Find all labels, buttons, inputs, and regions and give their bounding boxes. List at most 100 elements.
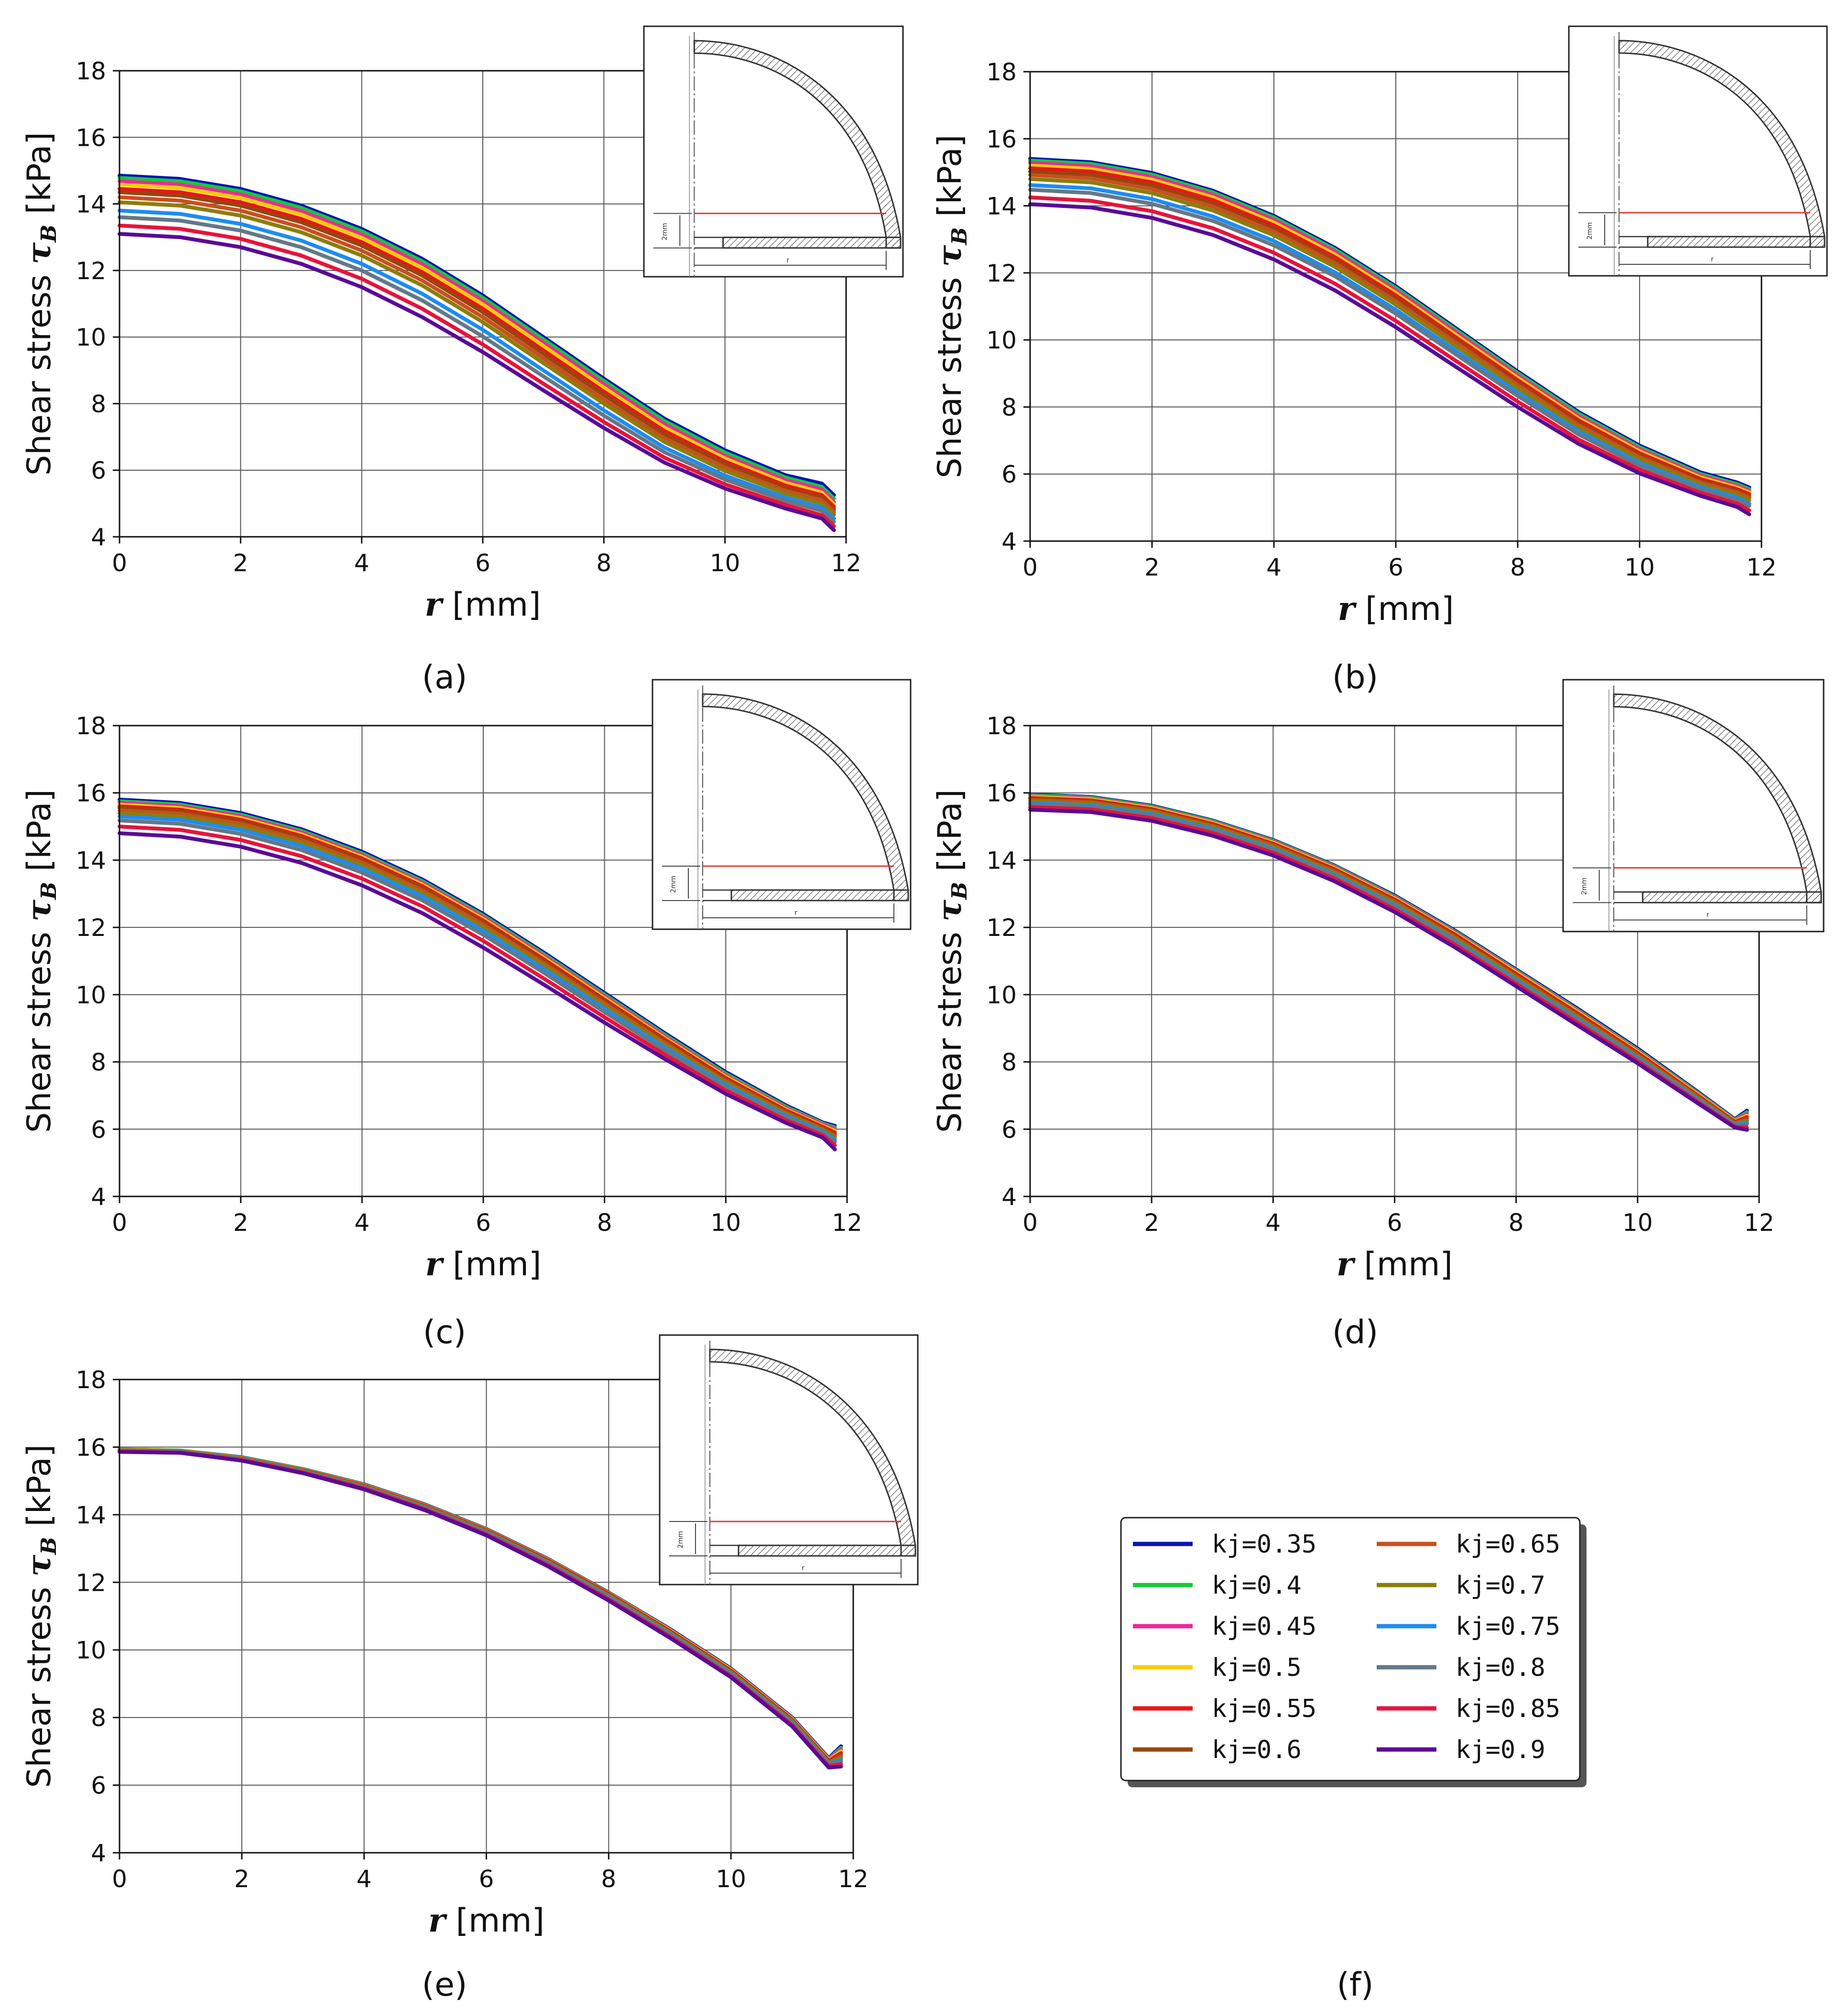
inset-bottom-plate (1642, 891, 1822, 903)
y-tick-label: 6 (91, 457, 106, 485)
series-line (118, 195, 836, 514)
y-tick-label: 18 (76, 57, 106, 85)
y-tick-label: 6 (91, 1772, 106, 1800)
legend-label: kj=0.8 (1456, 1653, 1545, 1682)
legend-label: kj=0.35 (1212, 1530, 1316, 1559)
series-line (118, 1450, 843, 1770)
y-tick-label: 16 (76, 780, 106, 807)
series-line (1028, 807, 1749, 1132)
x-tick-label: 2 (1144, 554, 1160, 581)
legend: kj=0.35 kj=0.4 kj=0.45 kj=0.5 kj=0.55 kj=0.6 k… (1120, 1517, 1587, 2004)
inset-dim-label: 2mm (1580, 878, 1588, 895)
panel-caption: (e) (422, 1966, 467, 2004)
y-tick-label: 12 (76, 257, 106, 285)
x-axis-unit: [mm] (446, 1902, 544, 1940)
y-tick-label: 18 (76, 712, 106, 740)
x-tick-label: 0 (112, 549, 127, 577)
y-axis-symbol: τ (931, 245, 969, 267)
x-axis-label: r [mm] (425, 1245, 542, 1283)
x-tick-label: 4 (354, 549, 370, 577)
x-tick-label: 6 (479, 1865, 494, 1893)
series-line (118, 223, 836, 528)
panel-caption: (a) (422, 659, 467, 696)
x-axis-var: r (428, 1901, 447, 1940)
x-axis-var: r (1338, 590, 1357, 628)
geometry-inset: 2mm r (652, 679, 912, 930)
y-tick-label: 8 (91, 390, 106, 418)
inset-bottom-plate (1647, 236, 1826, 248)
y-axis-subscript: B (947, 882, 972, 901)
y-tick-label: 12 (76, 1569, 106, 1597)
x-tick-label: 12 (1746, 554, 1777, 581)
inset-dim-label: 2mm (1586, 222, 1594, 239)
y-axis-text: Shear stress (21, 1576, 58, 1788)
x-tick-label: 2 (1144, 1209, 1159, 1237)
y-tick-label: 8 (91, 1049, 106, 1076)
geometry-inset: 2mm r (1562, 679, 1825, 933)
y-tick-label: 14 (986, 193, 1017, 220)
legend-label: kj=0.9 (1456, 1736, 1545, 1764)
y-tick-label: 4 (91, 1839, 106, 1867)
inset-r-label: r (794, 909, 797, 917)
x-axis-label: r [mm] (425, 586, 541, 624)
y-tick-label: 4 (91, 523, 106, 551)
x-tick-label: 2 (233, 549, 248, 577)
x-axis-label: r [mm] (428, 1901, 544, 1940)
geometry-inset: 2mm r (643, 25, 904, 278)
x-tick-label: 12 (832, 1209, 862, 1237)
y-axis-text: Shear stress (931, 267, 969, 478)
panel-caption: (f) (1337, 1966, 1374, 2004)
panel-caption: (c) (423, 1314, 466, 1351)
y-tick-label: 12 (986, 260, 1017, 287)
x-tick-label: 4 (354, 1209, 370, 1237)
series-line (118, 174, 836, 497)
x-axis-unit: [mm] (1355, 590, 1454, 628)
x-axis-unit: [mm] (1354, 1246, 1453, 1283)
y-axis-unit: [kPa] (21, 789, 58, 882)
inset-r-label: r (1711, 256, 1714, 263)
x-tick-label: 0 (112, 1865, 127, 1893)
y-tick-label: 14 (76, 847, 106, 874)
inset-r-label: r (786, 257, 789, 264)
y-axis-label: Shear stress τB [kPa] (931, 789, 972, 1133)
series-line (1028, 187, 1751, 508)
y-axis-subscript: B (37, 882, 61, 901)
legend-label: kj=0.4 (1212, 1571, 1302, 1600)
y-tick-label: 10 (76, 324, 106, 351)
x-tick-label: 10 (716, 1865, 746, 1893)
y-tick-label: 18 (76, 1366, 106, 1394)
y-axis-symbol: τ (931, 900, 969, 922)
legend-label: kj=0.45 (1212, 1612, 1316, 1641)
x-axis-label: r [mm] (1338, 590, 1454, 628)
inset-bottom-plate (738, 1544, 916, 1557)
y-tick-label: 18 (986, 712, 1017, 740)
x-axis-var: r (1337, 1245, 1356, 1283)
x-tick-label: 4 (1265, 1209, 1281, 1237)
x-tick-label: 10 (711, 1209, 741, 1237)
series-line (1028, 173, 1751, 500)
series-line (118, 232, 836, 532)
y-tick-label: 8 (91, 1704, 106, 1732)
x-axis-unit: [mm] (442, 1246, 541, 1283)
series-line (1028, 202, 1751, 516)
legend-label: kj=0.65 (1456, 1530, 1560, 1559)
legend-box (1120, 1517, 1581, 1782)
x-tick-label: 8 (1509, 1209, 1524, 1237)
y-axis-unit: [kPa] (931, 135, 969, 228)
x-tick-label: 10 (710, 549, 740, 577)
y-axis-label: Shear stress τB [kPa] (20, 1445, 61, 1788)
x-tick-label: 12 (1744, 1209, 1774, 1237)
legend-label: kj=0.6 (1212, 1736, 1302, 1764)
legend-label: kj=0.75 (1456, 1612, 1560, 1641)
y-axis-text: Shear stress (931, 922, 969, 1133)
series-line (118, 183, 836, 506)
y-tick-label: 8 (1001, 1049, 1017, 1076)
y-axis-subscript: B (37, 1537, 61, 1555)
inset-dim-label: 2mm (661, 223, 669, 240)
series-line (118, 831, 837, 1152)
y-axis-symbol: τ (20, 1554, 58, 1576)
legend-label: kj=0.85 (1456, 1695, 1560, 1723)
panel-caption: (b) (1332, 659, 1378, 696)
inset-bottom-plate (730, 889, 909, 902)
